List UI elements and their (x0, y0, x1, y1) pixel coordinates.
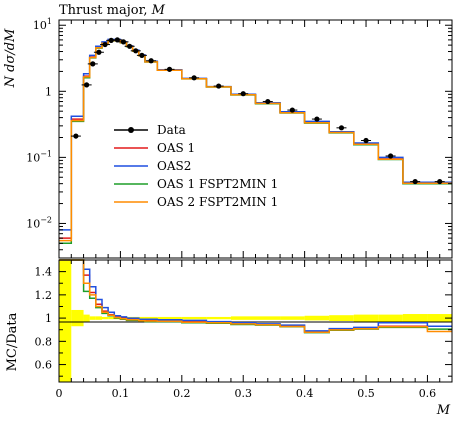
main-series-group (59, 38, 452, 245)
ratio-y-axis-label: MC/Data (5, 312, 20, 371)
x-tick-label: 0.6 (419, 387, 437, 400)
data-point (84, 82, 90, 88)
main-y-axis-label-var: M (3, 28, 18, 43)
data-point (314, 116, 320, 122)
main-x-ticks (58, 20, 453, 258)
legend-label-oas2: OAS2 (157, 159, 191, 173)
data-point (133, 48, 139, 54)
x-axis-label: M (436, 403, 451, 418)
data-point (96, 49, 102, 55)
data-point (120, 39, 127, 45)
uncertainty-band-bin (95, 316, 102, 320)
legend-entry-oas1: OAS 1 (114, 141, 195, 155)
main-y-axis-label: N dσ/dM (3, 28, 18, 88)
main-y-tick-label: 101 (33, 17, 52, 32)
main-series-oas-1-fspt2min-1 (59, 39, 452, 245)
data-point (338, 125, 345, 131)
data-point (191, 75, 197, 81)
data-point (73, 133, 79, 139)
ratio-x-ticks: 0 0.1 0.2 0.3 0.4 0.5 0.6 (56, 260, 453, 400)
data-point (114, 37, 120, 43)
legend-entry-oas2: OAS2 (114, 159, 191, 173)
uncertainty-band-bin (402, 314, 428, 323)
data-point (139, 52, 145, 58)
ratio-y-tick-label: 1 (45, 312, 52, 325)
ratio-y-tick-label: 0.6 (35, 359, 53, 372)
uncertainty-band-bin (206, 316, 231, 320)
data-point (102, 41, 108, 48)
x-tick-label: 0.5 (357, 387, 375, 400)
legend-label-oas1-fspt2min1: OAS 1 FSPT2MIN 1 (157, 177, 278, 191)
plot-title-text: Thrust major, (59, 3, 152, 18)
legend-data-marker (128, 127, 134, 133)
uncertainty-band-bin (427, 314, 452, 323)
uncertainty-band-bin (157, 316, 182, 320)
data-point (437, 178, 443, 185)
data-point (412, 178, 418, 185)
uncertainty-band-bin (71, 309, 84, 327)
legend-label-data: Data (157, 123, 186, 137)
ratio-frame (58, 259, 453, 383)
uncertainty-band-bin (59, 260, 72, 382)
data-point (108, 37, 114, 43)
uncertainty-band-bin (138, 316, 145, 320)
data-points-group (70, 37, 445, 185)
data-point (240, 91, 246, 97)
x-tick-label: 0.2 (173, 387, 191, 400)
plot-title: Thrust major, M (59, 3, 166, 18)
ratio-y-ticks: 0.6 0.8 1 1.2 1.4 (35, 259, 452, 377)
ratio-uncertainty-band (59, 260, 452, 382)
x-tick-label: 0.1 (112, 387, 130, 400)
uncertainty-band-bin (181, 316, 207, 320)
uncertainty-band-bin (280, 316, 305, 320)
main-series-oas-2-fspt2min-1 (59, 39, 452, 242)
data-point (387, 153, 394, 159)
ratio-y-tick-label: 1.2 (35, 289, 53, 302)
main-panel: 101 1 10−1 10−2 N dσ/dM Data OAS 1 OAS2 (3, 17, 453, 259)
legend-entry-data: Data (114, 123, 186, 137)
uncertainty-band-bin (255, 316, 281, 320)
ratio-series-oas-2-fspt2min-1 (59, 259, 452, 334)
uncertainty-band-bin (108, 316, 115, 320)
data-point (166, 66, 173, 72)
legend-entry-oas1-fspt2min1: OAS 1 FSPT2MIN 1 (114, 177, 278, 191)
uncertainty-band-bin (329, 315, 354, 321)
x-tick-label: 0.3 (234, 387, 252, 400)
plot-title-var: M (151, 3, 166, 18)
legend-label-oas2-fspt2min1: OAS 2 FSPT2MIN 1 (157, 195, 278, 209)
main-frame (58, 19, 453, 259)
legend-entry-oas2-fspt2min1: OAS 2 FSPT2MIN 1 (114, 195, 278, 209)
uncertainty-band-bin (83, 314, 90, 322)
ratio-series-oas2 (59, 259, 452, 332)
uncertainty-band-bin (304, 315, 330, 321)
uncertainty-band-bin (378, 314, 403, 322)
uncertainty-band-bin (230, 316, 256, 320)
uncertainty-band-bin (353, 314, 379, 322)
data-point (265, 98, 271, 105)
uncertainty-band-bin (101, 316, 109, 320)
data-point (289, 107, 295, 113)
main-y-axis-label-prefix: N dσ/d (3, 42, 18, 88)
main-y-tick-label: 10−2 (26, 215, 52, 230)
legend-label-oas1: OAS 1 (157, 141, 195, 155)
data-point (90, 61, 96, 67)
legend: Data OAS 1 OAS2 OAS 1 FSPT2MIN 1 OAS 2 F… (114, 123, 278, 209)
main-y-tick-label: 10−1 (26, 149, 52, 164)
ratio-y-tick-label: 0.8 (35, 335, 53, 348)
x-tick-label: 0 (56, 387, 63, 400)
main-y-ticks: 101 1 10−1 10−2 (26, 17, 452, 259)
uncertainty-band-bin (144, 316, 158, 320)
data-point (216, 83, 222, 89)
data-point (148, 58, 154, 64)
data-point (363, 137, 369, 144)
ratio-panel: 0.6 0.8 1 1.2 1.4 0 0.1 0.2 0.3 0.4 0.5 0.6 MC/Dat… (5, 259, 453, 418)
ratio-y-tick-label: 1.4 (35, 266, 53, 279)
uncertainty-band-bin (89, 316, 96, 320)
x-tick-label: 0.4 (296, 387, 314, 400)
ratio-series-group (59, 259, 452, 334)
data-point (127, 43, 133, 49)
main-y-tick-label: 1 (45, 85, 52, 98)
